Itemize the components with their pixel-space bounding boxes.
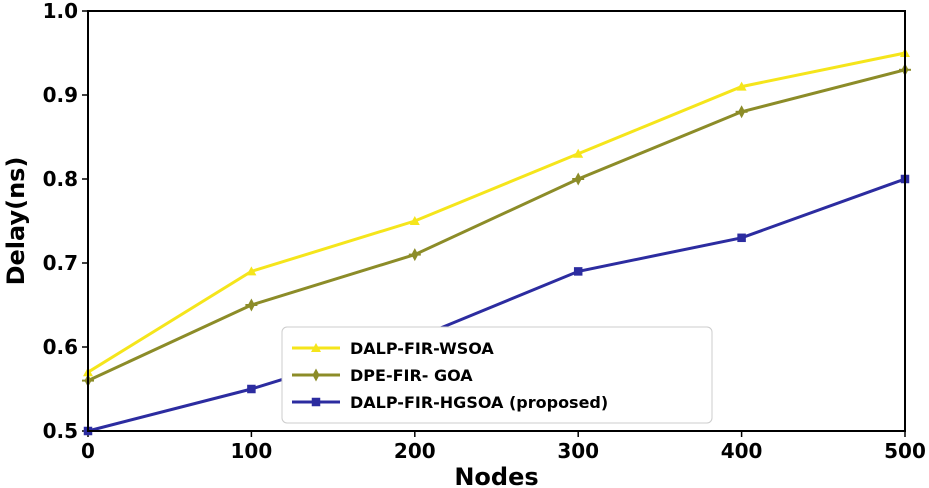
series-lines <box>82 48 911 436</box>
legend-label: DALP-FIR-WSOA <box>350 339 494 358</box>
series-line <box>87 68 906 382</box>
legend-item: DPE-FIR- GOA <box>292 366 473 385</box>
y-axis-title: Delay(ns) <box>2 157 30 286</box>
y-tick-label: 0.7 <box>43 251 78 275</box>
plot-frame <box>87 10 906 432</box>
data-point-marker <box>311 343 321 352</box>
x-tick-label: 400 <box>721 439 763 463</box>
series-line <box>87 51 906 374</box>
series-line <box>87 177 906 433</box>
x-tick-label: 0 <box>81 439 95 463</box>
y-tick-label: 0.9 <box>43 83 78 107</box>
x-tick-label: 100 <box>231 439 273 463</box>
axis-ticks: 0 100 200 300 400 500 0.5 0.6 0.7 0.8 0.9 1.0 <box>43 0 926 463</box>
y-tick-label: 1.0 <box>43 0 78 23</box>
data-point-marker <box>247 384 256 394</box>
data-point-marker <box>311 397 321 407</box>
legend: DALP-FIR-WSOA DPE-FIR- GOA DALP-FIR-HGSOA … <box>281 326 713 424</box>
y-tick-label: 0.5 <box>43 419 78 443</box>
y-tick-label: 0.6 <box>43 335 78 359</box>
data-point-marker <box>573 267 583 276</box>
x-tick-label: 300 <box>557 439 599 463</box>
series-1 <box>82 63 911 388</box>
y-tick-label: 0.8 <box>43 167 78 191</box>
x-axis-title: Nodes <box>454 463 538 488</box>
data-point-marker <box>246 266 257 276</box>
legend-item: DALP-FIR-WSOA <box>292 339 494 358</box>
x-tick-label: 500 <box>884 439 926 463</box>
data-point-marker <box>409 216 420 225</box>
data-point-marker <box>737 233 746 243</box>
legend-box <box>281 326 713 424</box>
data-point-marker <box>736 81 747 91</box>
legend-label: DPE-FIR- GOA <box>350 366 473 385</box>
x-tick-label: 200 <box>394 439 436 463</box>
legend-item: DALP-FIR-HGSOA (proposed) <box>292 393 608 412</box>
data-point-marker <box>573 148 584 158</box>
legend-label: DALP-FIR-HGSOA (proposed) <box>350 393 608 412</box>
